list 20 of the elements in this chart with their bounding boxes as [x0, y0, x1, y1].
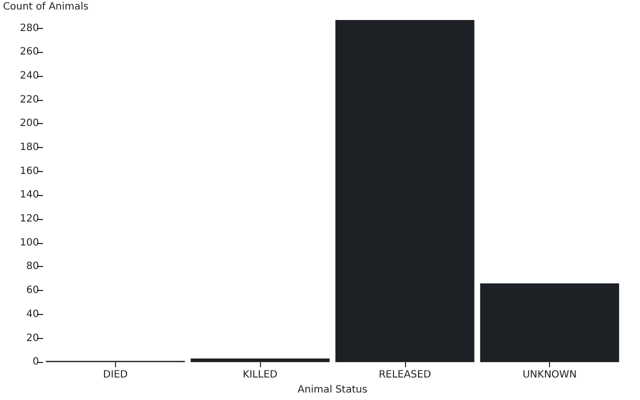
- y-tick-label: 160: [20, 166, 39, 177]
- y-tick-label: 80: [26, 261, 39, 272]
- y-tick-label: 280: [20, 22, 39, 34]
- y-tick-label: 120: [20, 214, 39, 225]
- y-tick-label: 220: [20, 94, 39, 106]
- y-tick-label: 60: [26, 285, 39, 296]
- y-tick-label: 240: [20, 70, 39, 82]
- y-axis-title: Count of Animals: [3, 2, 89, 12]
- y-tick-label: 260: [20, 46, 39, 58]
- y-tick-label: 180: [20, 142, 39, 154]
- x-tick-label: UNKNOWN: [522, 370, 577, 381]
- y-tick-label: 200: [20, 118, 39, 130]
- x-tick-label: RELEASED: [378, 370, 432, 381]
- x-tick-label: DIED: [103, 370, 128, 381]
- x-tick-label: KILLED: [242, 370, 278, 381]
- y-tick-label: 100: [20, 237, 39, 248]
- x-axis-title: Animal Status: [298, 384, 368, 396]
- y-tick-label: 140: [20, 190, 39, 201]
- y-tick-label: 40: [26, 308, 39, 320]
- y-tick-label: 20: [26, 332, 39, 344]
